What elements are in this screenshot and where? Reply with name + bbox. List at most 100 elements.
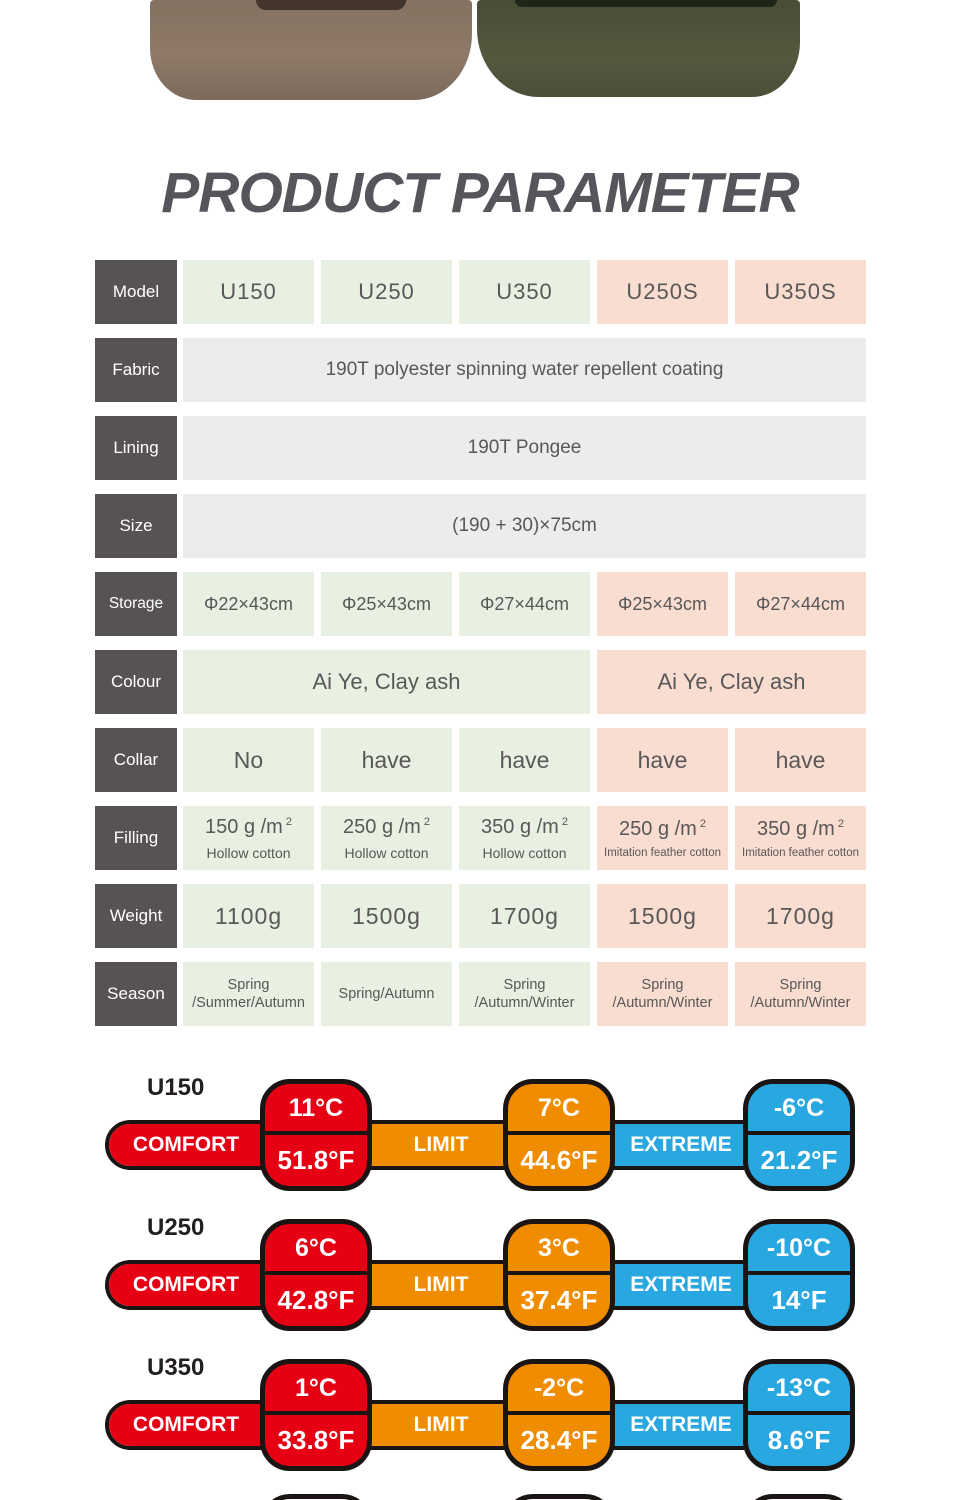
filling-amount: 350 g /m [757,818,835,840]
temp-bar: COMFORT LIMIT EXTREME [105,1120,854,1170]
season-line: /Autumn/Winter [612,995,713,1011]
extreme-temp-pill: -10°C 14°F [743,1219,855,1331]
row-cells: 190T Pongee [183,416,866,480]
temp-bar: COMFORT LIMIT EXTREME [105,1260,854,1310]
row-label: Lining [95,416,177,480]
temp-model-label: U150 [147,1074,205,1101]
filling-superscript: 2 [423,816,430,828]
table-row-colour: Colour Ai Ye, Clay ash Ai Ye, Clay ash [95,650,866,714]
temp-rating-row-u150: U150 COMFORT LIMIT EXTREME 11°C 51.8°F 7… [0,1070,960,1210]
table-cell: 1700g [735,884,866,948]
row-label: Filling [95,806,177,870]
table-cell: have [321,728,452,792]
filling-superscript: 2 [699,818,706,830]
comfort-zone-label: COMFORT [132,1413,240,1436]
table-cell: U250S [597,260,728,324]
limit-zone-label: LIMIT [413,1413,469,1436]
sleeping-bag-left-image [150,0,472,100]
season-line: /Summer/Autumn [192,995,305,1011]
row-cells: U150 U250 U350 U250S U350S [183,260,866,324]
filling-material: Imitation feather cotton [604,847,721,859]
table-cell: Ai Ye, Clay ash [597,650,866,714]
bag-hood-shadow [256,0,406,10]
product-photo [0,0,960,110]
limit-zone-label: LIMIT [413,1133,469,1156]
table-cell: 190T Pongee [183,416,866,480]
season-line: Spring [227,977,270,993]
filling-amount: 150 g /m [205,816,283,838]
row-cells: Spring /Summer/Autumn Spring/Autumn Spri… [183,962,866,1026]
table-cell: 1100g [183,884,314,948]
filling-amount: 250 g /m [343,816,421,838]
extreme-celsius: -10°C [748,1224,850,1275]
limit-celsius: 3°C [508,1224,610,1275]
row-label: Model [95,260,177,324]
extreme-celsius: -6°C [748,1084,850,1135]
filling-material: Hollow cotton [206,845,291,861]
temp-bar: COMFORT LIMIT EXTREME [105,1400,854,1450]
table-cell: have [459,728,590,792]
table-cell: (190 + 30)×75cm [183,494,866,558]
filling-superscript: 2 [285,816,292,828]
table-cell: 1700g [459,884,590,948]
table-cell: 190T polyester spinning water repellent … [183,338,866,402]
table-row-lining: Lining 190T Pongee [95,416,866,480]
extreme-celsius: -13°C [748,1364,850,1415]
table-cell: 250 g /m 2 Hollow cotton [321,806,452,870]
comfort-zone-label: COMFORT [132,1273,240,1296]
next-row-pill-partial [743,1494,855,1500]
comfort-fahrenheit: 33.8°F [277,1425,355,1455]
table-cell: Spring /Summer/Autumn [183,962,314,1026]
table-cell: Spring/Autumn [321,962,452,1026]
limit-temp-pill: -2°C 28.4°F [503,1359,615,1471]
table-cell: 350 g /m 2 Hollow cotton [459,806,590,870]
table-cell: Spring /Autumn/Winter [459,962,590,1026]
table-cell: have [735,728,866,792]
limit-fahrenheit: 44.6°F [520,1145,598,1175]
table-cell: 1500g [321,884,452,948]
next-row-pill-partial [260,1494,372,1500]
row-label: Colour [95,650,177,714]
temp-rating-row-u350: U350 COMFORT LIMIT EXTREME 1°C 33.8°F -2… [0,1350,960,1490]
bag-hood-shadow [515,0,777,7]
row-cells: Ai Ye, Clay ash Ai Ye, Clay ash [183,650,866,714]
row-cells: 1100g 1500g 1700g 1500g 1700g [183,884,866,948]
filling-material: Imitation feather cotton [742,847,859,859]
table-row-size: Size (190 + 30)×75cm [95,494,866,558]
table-row-model: Model U150 U250 U350 U250S U350S [95,260,866,324]
comfort-temp-pill: 6°C 42.8°F [260,1219,372,1331]
extreme-zone-label: EXTREME [630,1133,732,1156]
comfort-temp-pill: 11°C 51.8°F [260,1079,372,1191]
table-cell: Φ25×43cm [597,572,728,636]
comfort-zone-label: COMFORT [132,1133,240,1156]
row-label: Storage [95,572,177,636]
table-row-fabric: Fabric 190T polyester spinning water rep… [95,338,866,402]
table-cell: No [183,728,314,792]
table-cell: U250 [321,260,452,324]
table-row-weight: Weight 1100g 1500g 1700g 1500g 1700g [95,884,866,948]
season-line: /Autumn/Winter [474,995,575,1011]
table-cell: Ai Ye, Clay ash [183,650,590,714]
extreme-fahrenheit: 8.6°F [767,1425,831,1455]
table-cell: Φ27×44cm [735,572,866,636]
sleeping-bag-right-image [477,0,800,97]
row-cells: Φ22×43cm Φ25×43cm Φ27×44cm Φ25×43cm Φ27×… [183,572,866,636]
table-row-season: Season Spring /Summer/Autumn Spring/Autu… [95,962,866,1026]
comfort-celsius: 11°C [265,1084,367,1135]
table-cell: 250 g /m 2 Imitation feather cotton [597,806,728,870]
season-line: /Autumn/Winter [750,995,851,1011]
extreme-zone-label: EXTREME [630,1273,732,1296]
row-cells: 190T polyester spinning water repellent … [183,338,866,402]
table-cell: U350 [459,260,590,324]
limit-fahrenheit: 37.4°F [520,1285,598,1315]
table-cell: 1500g [597,884,728,948]
temp-model-label: U250 [147,1214,205,1241]
row-label: Season [95,962,177,1026]
limit-celsius: -2°C [508,1364,610,1415]
extreme-zone-label: EXTREME [630,1413,732,1436]
limit-temp-pill: 7°C 44.6°F [503,1079,615,1191]
row-label: Fabric [95,338,177,402]
season-line: Spring [503,977,546,993]
comfort-temp-pill: 1°C 33.8°F [260,1359,372,1471]
